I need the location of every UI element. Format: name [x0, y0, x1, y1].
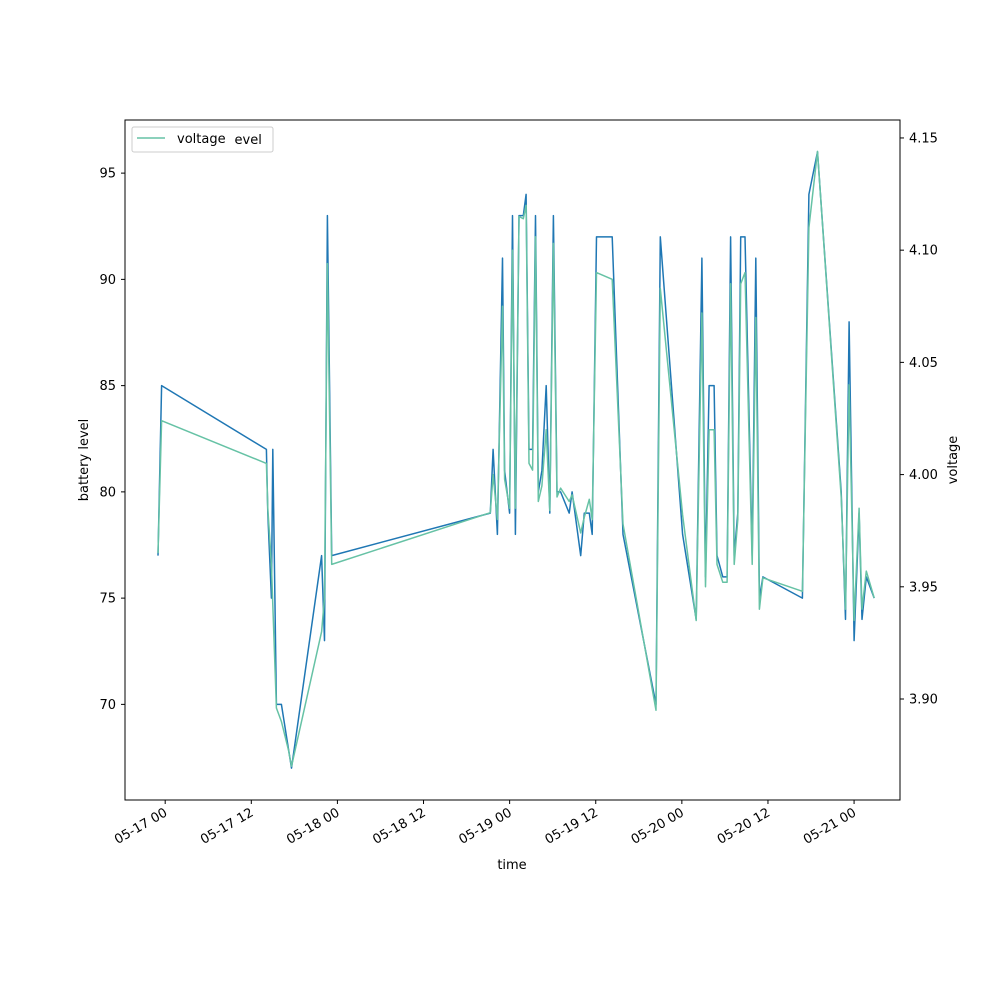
y-right-tick-label: 3.95 — [909, 580, 938, 595]
y-right-tick-label: 4.15 — [909, 131, 938, 146]
y-right-tick-label: 4.00 — [909, 468, 938, 483]
x-tick-label: 05-19 00 — [457, 805, 515, 847]
x-axis-label: time — [497, 858, 526, 873]
x-tick-label: 05-18 12 — [370, 805, 428, 847]
x-tick-label: 05-20 12 — [715, 805, 773, 847]
y-left-tick-label: 80 — [99, 485, 116, 500]
legend: battery_level voltage — [131, 126, 274, 153]
legend-voltage-label: voltage — [177, 132, 226, 147]
x-tick-label: 05-17 00 — [112, 805, 170, 847]
y-right-tick-label: 3.90 — [909, 693, 938, 708]
y-left-tick-label: 75 — [99, 592, 116, 607]
y-axis-right: 3.90 3.95 4.00 4.05 4.10 4.15 — [900, 131, 938, 708]
legend-cover — [136, 129, 235, 150]
plot-frame — [124, 119, 901, 801]
y-axis-right-label: voltage — [946, 436, 961, 485]
series-line-voltage — [157, 150, 875, 768]
y-left-tick-label: 70 — [99, 698, 116, 713]
y-right-tick-label: 4.05 — [909, 356, 938, 371]
x-axis: 05-17 00 05-17 12 05-18 00 05-18 12 05-19 00… — [112, 800, 859, 848]
x-tick-label: 05-17 12 — [198, 805, 256, 847]
x-tick-label: 05-19 12 — [543, 805, 601, 847]
y-left-tick-label: 95 — [99, 167, 116, 182]
x-tick-label: 05-18 00 — [284, 805, 342, 847]
y-left-tick-label: 85 — [99, 379, 116, 394]
series-lines — [157, 150, 875, 769]
x-tick-label: 05-20 00 — [629, 805, 687, 847]
y-axis-left: 70 75 80 85 90 95 — [99, 167, 125, 713]
x-tick-label: 05-21 00 — [801, 805, 859, 847]
y-axis-left-label: battery level — [77, 419, 92, 502]
y-right-tick-label: 4.10 — [909, 244, 938, 259]
y-left-tick-label: 90 — [99, 273, 116, 288]
